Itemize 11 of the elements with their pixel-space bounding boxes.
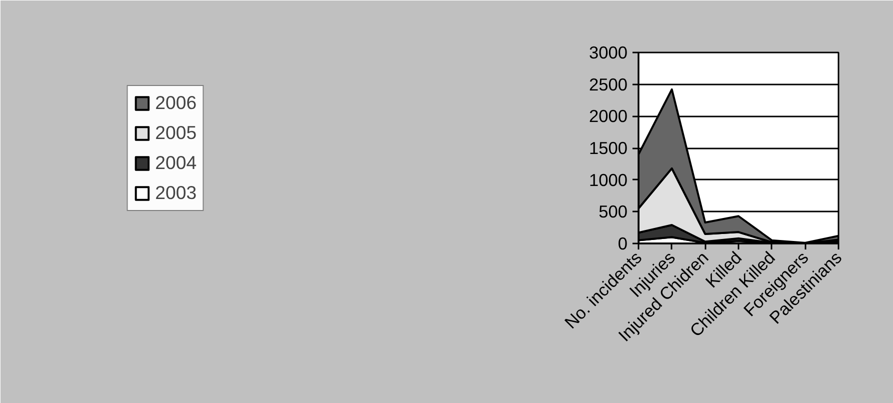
y-tick-label: 2500 (588, 74, 628, 94)
y-tick-label: 1000 (588, 170, 628, 190)
y-tick-label: 3000 (588, 42, 628, 62)
legend-label: 2004 (155, 152, 197, 174)
legend-label: 2006 (155, 92, 197, 114)
y-tick-label: 500 (598, 202, 628, 222)
y-tick-label: 1500 (588, 138, 628, 158)
y-tick-label: 2000 (588, 106, 628, 126)
y-tick-label: 0 (618, 234, 628, 254)
legend-label: 2005 (155, 122, 197, 144)
legend-label: 2003 (155, 182, 197, 204)
